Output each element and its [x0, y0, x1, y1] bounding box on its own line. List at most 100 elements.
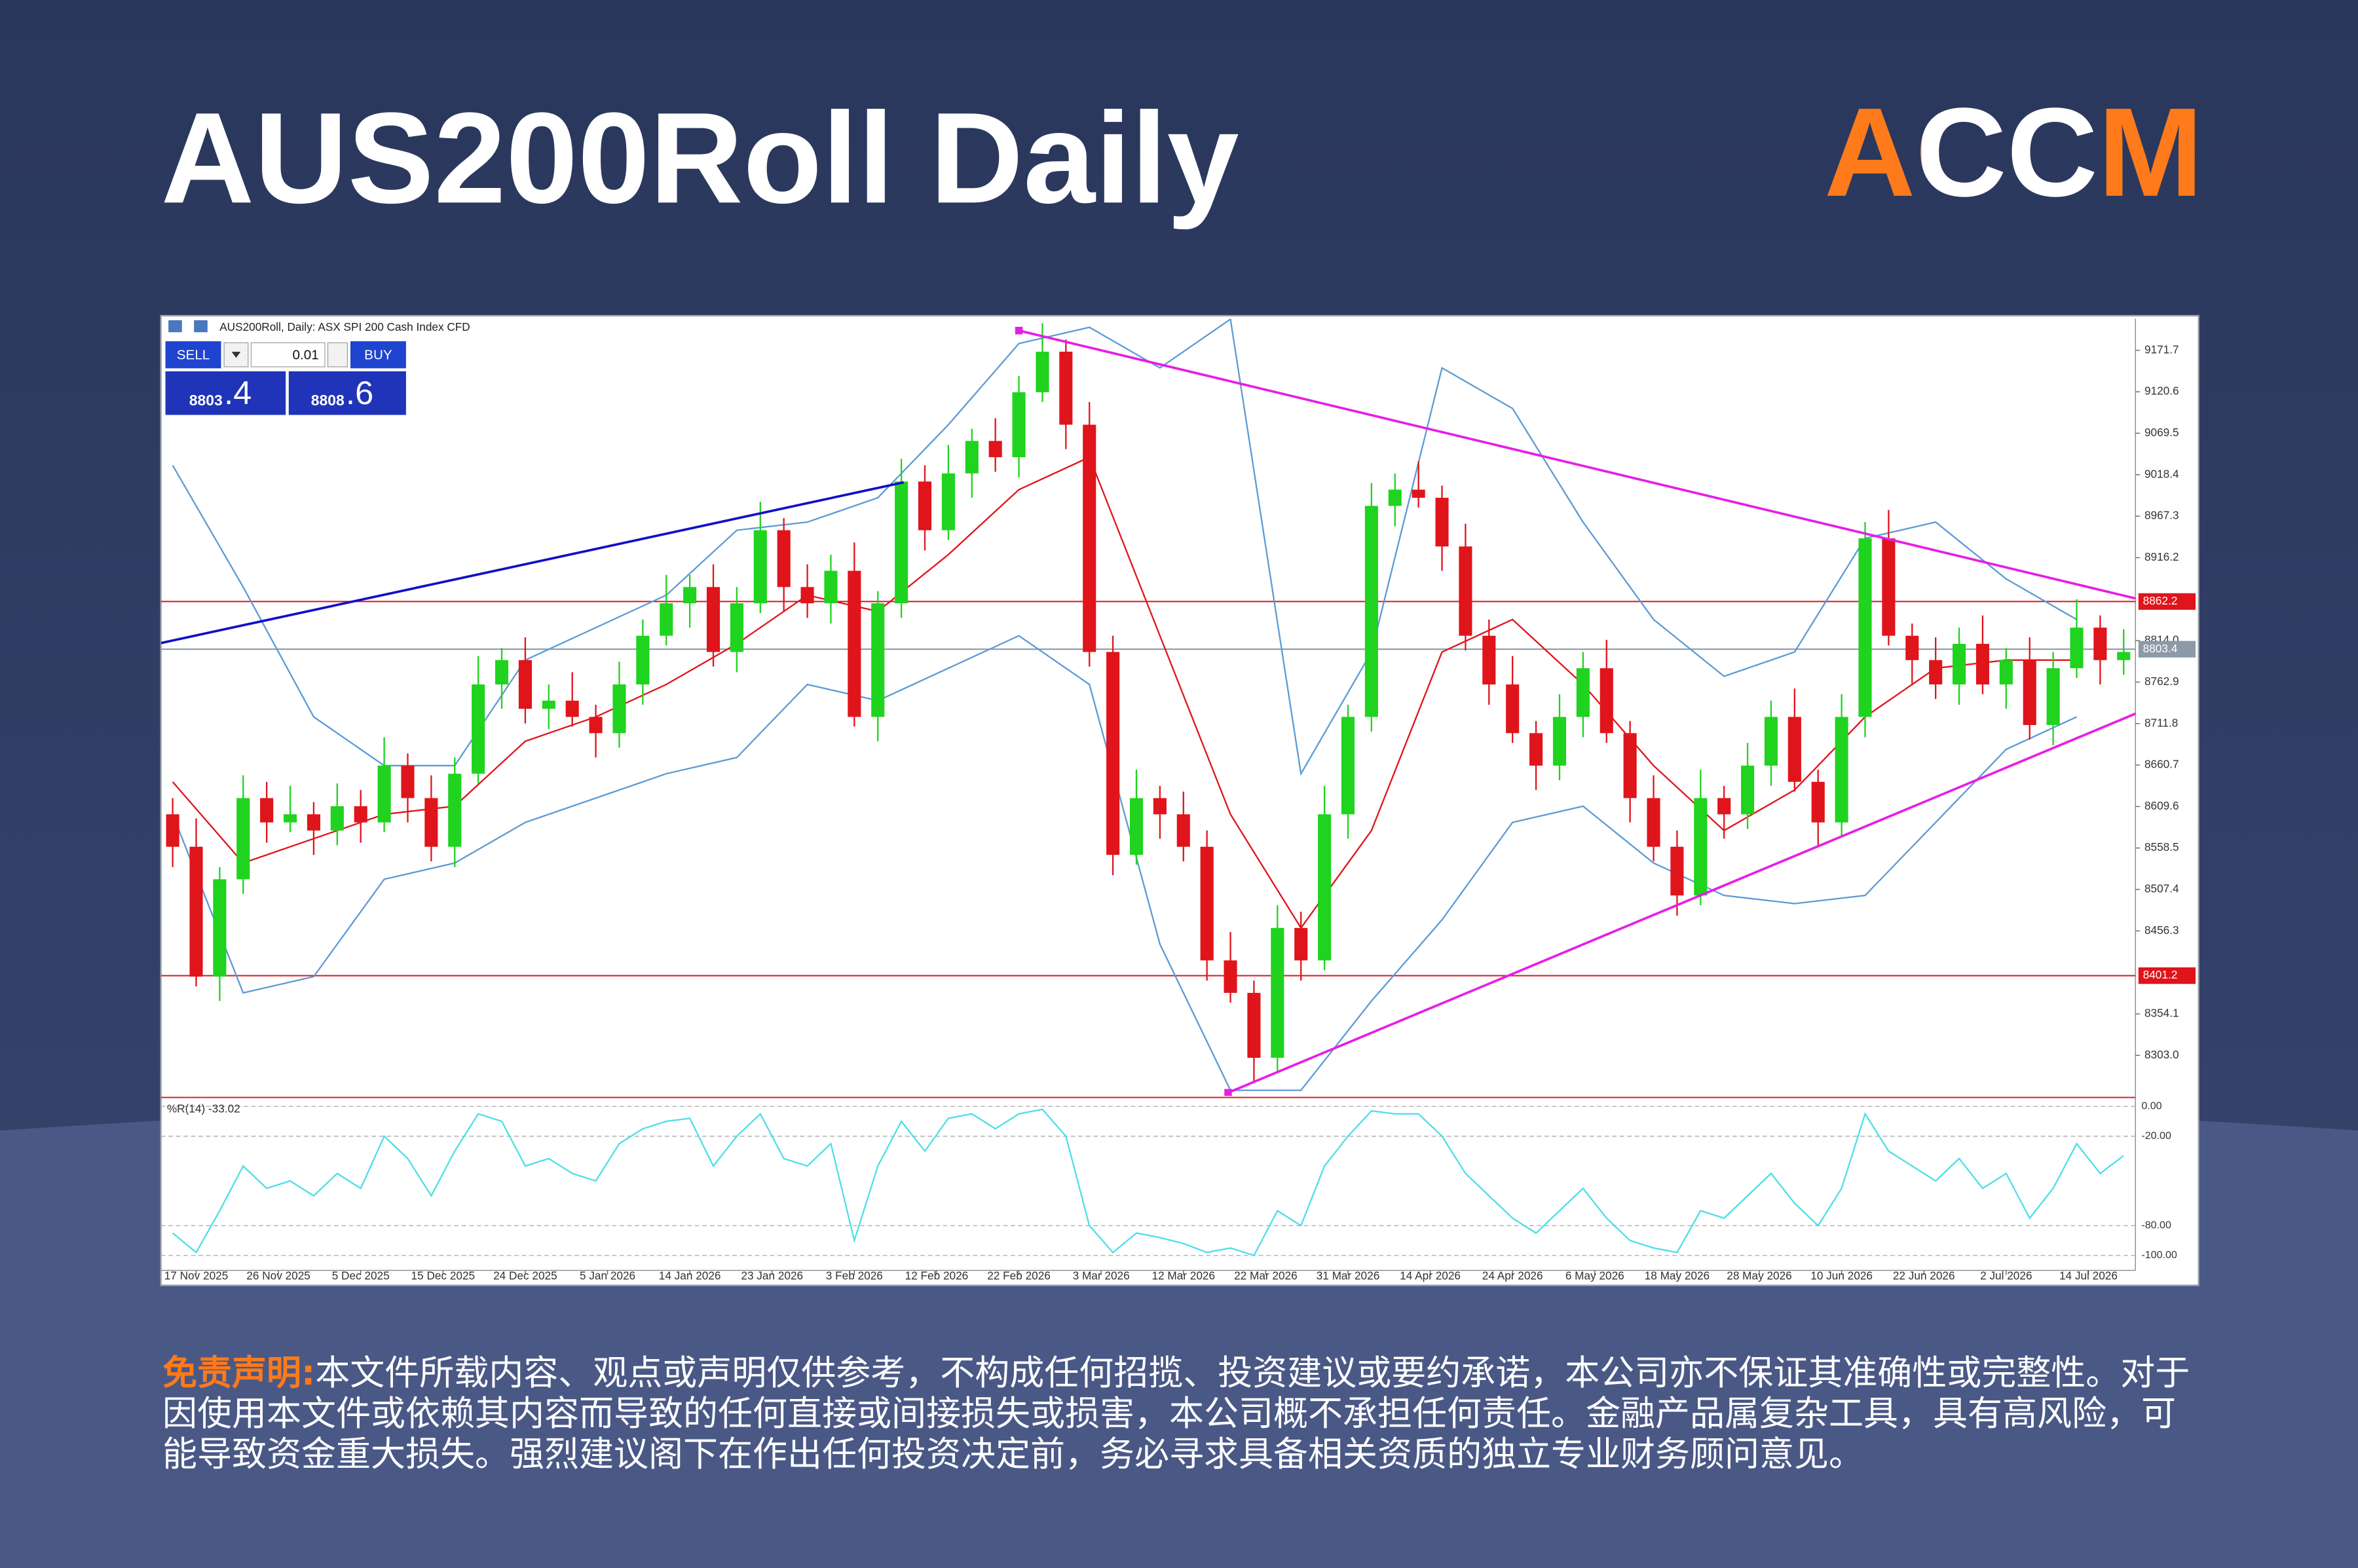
candle-body [2046, 668, 2060, 725]
chart-panel [160, 314, 2199, 1286]
candle-body [189, 846, 203, 977]
sell-label: SELL [177, 347, 210, 362]
bid-fraction: .4 [224, 374, 252, 411]
candle-body [1670, 846, 1684, 896]
candle-body [1764, 717, 1778, 766]
candle-body [1694, 798, 1708, 896]
candle-body [683, 587, 697, 604]
overlay-line [172, 635, 2077, 1091]
candle-body [848, 570, 861, 717]
disclaimer-label: 免责声明: [162, 1353, 316, 1393]
x-tick-label: 2 Jul 2026 [1980, 1269, 2032, 1282]
candle-body [1247, 992, 1261, 1058]
bid-box[interactable] [165, 371, 286, 415]
overlay-line [172, 318, 2078, 776]
candle-body [777, 530, 791, 588]
candle-body [1576, 668, 1590, 717]
candle-body [424, 798, 438, 847]
candle-body [542, 700, 555, 709]
candle-body [283, 814, 297, 823]
x-tick-label: 12 Mar 2026 [1151, 1269, 1215, 1282]
y-tick-label: -80.00 [2141, 1220, 2171, 1231]
candle-body [2117, 652, 2131, 660]
candle-body [1905, 635, 1919, 660]
x-tick-label: 22 Mar 2026 [1234, 1269, 1298, 1282]
candle-body [918, 481, 932, 531]
x-tick-label: 14 Jan 2026 [659, 1269, 721, 1282]
chart-icon [194, 320, 208, 333]
y-tick-label: 8354.1 [2144, 1007, 2179, 1020]
y-tick-label: 8967.3 [2144, 509, 2179, 522]
candle-body [965, 441, 979, 474]
candle-body [1012, 392, 1026, 458]
candle-body [495, 660, 509, 684]
candle-body [1882, 538, 1896, 636]
candle-body [307, 814, 320, 831]
candle-body [1294, 927, 1308, 961]
candle-body [1388, 489, 1402, 506]
y-tick-label: 9171.7 [2144, 343, 2179, 356]
candle-body [518, 660, 532, 709]
lot-spinner[interactable] [327, 342, 348, 367]
axes: 9171.79120.69069.59018.48967.38916.28814… [164, 343, 2196, 1282]
candle-body [236, 798, 250, 880]
candle-body [2093, 627, 2107, 660]
candle-body [1200, 846, 1214, 961]
ask-main: 8808 [311, 392, 345, 409]
candle-body [706, 587, 720, 652]
y-tick-label: 8303.0 [2144, 1048, 2179, 1061]
candle-body [800, 587, 814, 604]
candle-body [1717, 798, 1731, 815]
candle-body [1929, 660, 1943, 684]
x-tick-label: 3 Mar 2026 [1073, 1269, 1130, 1282]
candle-body [1153, 798, 1167, 815]
candle-body [401, 765, 415, 798]
candle-body [354, 806, 367, 823]
buy-button[interactable] [350, 341, 406, 369]
x-tick-label: 14 Jul 2026 [2059, 1269, 2118, 1282]
candle-body [1459, 546, 1472, 636]
buy-label: BUY [364, 347, 392, 362]
y-tick-label: 8558.5 [2144, 840, 2179, 853]
overlay-line [172, 456, 2077, 929]
indicator-plot [160, 1106, 2136, 1257]
trendline [160, 481, 905, 644]
x-tick-label: 6 May 2026 [1565, 1269, 1624, 1282]
trendline [1019, 329, 2136, 600]
candle-body [1271, 927, 1284, 1058]
ask-box[interactable] [288, 371, 406, 415]
y-tick-label: 8660.7 [2144, 758, 2179, 771]
candle-body [1059, 351, 1073, 425]
candle-body [1858, 538, 1872, 717]
candle-body [448, 774, 462, 847]
price-plot [160, 318, 2136, 1096]
sell-button[interactable] [165, 341, 221, 369]
candle-body [730, 603, 743, 652]
price-label: 8401.2 [2143, 968, 2178, 981]
candle-body [589, 717, 603, 734]
candle-body [895, 481, 908, 604]
x-tick-label: 18 May 2026 [1645, 1269, 1710, 1282]
trendline [1227, 712, 2136, 1094]
page-title: AUS200Roll Daily [161, 85, 1239, 230]
ask-fraction: .6 [346, 374, 373, 411]
candle-body [166, 814, 179, 847]
y-tick-label: -20.00 [2141, 1130, 2171, 1142]
lot-field[interactable] [250, 342, 326, 367]
x-tick-label: 14 Apr 2026 [1400, 1269, 1461, 1282]
x-tick-label: 24 Dec 2025 [493, 1269, 557, 1282]
candle-body [1835, 717, 1848, 823]
candle-body [472, 684, 485, 774]
candle-body [988, 441, 1002, 458]
trendline-handle [1224, 1089, 1232, 1096]
price-label-box [2138, 593, 2196, 610]
y-tick-label: 8507.4 [2144, 882, 2179, 895]
candle-body [1506, 684, 1520, 734]
price-label-box [2138, 641, 2196, 658]
candle-body [1364, 506, 1378, 717]
candle-body [753, 530, 767, 604]
x-tick-label: 26 Nov 2025 [246, 1269, 310, 1282]
candle-body [1600, 668, 1613, 734]
